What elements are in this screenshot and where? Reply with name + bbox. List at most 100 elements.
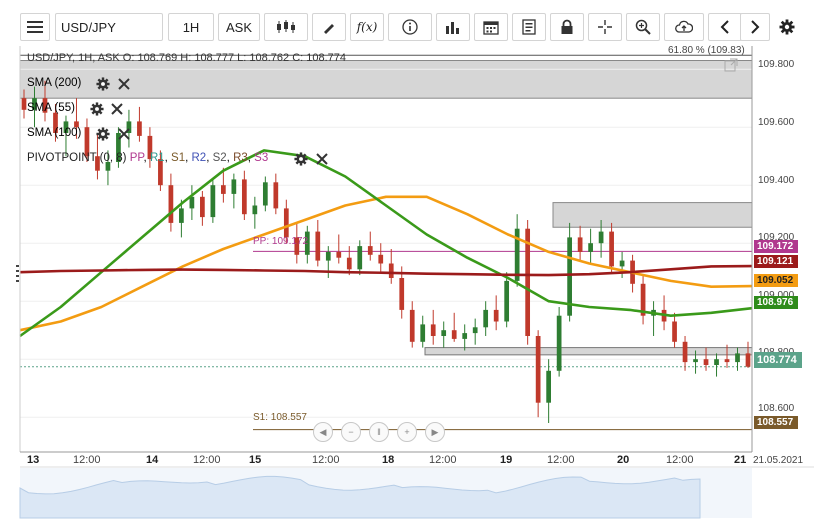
interval-select[interactable]: 1H — [168, 13, 214, 41]
drag-handle-bg — [16, 262, 19, 284]
candle-body — [441, 330, 447, 336]
zoom-in-button[interactable]: + — [397, 422, 417, 442]
symbol-input[interactable]: USD/JPY — [55, 13, 163, 41]
pivot-s2: S2 — [212, 152, 227, 164]
candle-body — [241, 179, 247, 215]
zoom-out-button[interactable]: − — [341, 422, 361, 442]
sma100-settings-gear-icon[interactable] — [96, 127, 110, 141]
candle-body — [325, 251, 331, 261]
x-tick-label: 21 — [734, 454, 747, 466]
candle-body — [252, 205, 258, 215]
fit-icon: ‖ — [377, 427, 381, 437]
candle-body — [682, 341, 688, 363]
sma200-legend[interactable]: SMA (200) — [27, 77, 82, 89]
scroll-left-button[interactable] — [708, 13, 742, 41]
sma55-line — [19, 149, 753, 338]
drag-handle-dot — [16, 280, 19, 282]
settings-button[interactable] — [772, 13, 802, 41]
candle-body — [357, 246, 363, 270]
x-tick-label: 12:00 — [547, 454, 575, 466]
current-date-label: 21.05.2021 — [753, 455, 804, 466]
expand-icon[interactable] — [724, 58, 738, 72]
nav-back-button[interactable]: ◀ — [313, 422, 333, 442]
sma100-legend[interactable]: SMA (100) — [27, 127, 82, 139]
candle-body — [493, 309, 499, 322]
triangle-right-icon: ▶ — [431, 426, 439, 437]
crosshair-button[interactable] — [588, 13, 622, 41]
x-tick-label: 15 — [249, 454, 262, 466]
sma200-remove-close-icon[interactable] — [118, 78, 130, 90]
draw-tool-button[interactable] — [312, 13, 346, 41]
pivot-settings-gear-icon[interactable] — [294, 152, 308, 166]
candle-body — [409, 309, 415, 342]
candle-body — [147, 135, 153, 160]
pivot-prefix: PIVOTPOINT (0, 8) — [27, 152, 127, 164]
sma55-settings-gear-icon[interactable] — [90, 102, 104, 116]
candle-body — [504, 280, 510, 322]
fx-label: f(x) — [356, 20, 378, 34]
candle-body — [336, 251, 342, 258]
indicators-button[interactable]: f(x) — [350, 13, 384, 41]
gear-icon — [779, 19, 795, 35]
resistance-zone — [19, 60, 753, 99]
candle-body — [189, 196, 195, 209]
sma200-line — [19, 264, 753, 277]
pivot-pp: PP — [129, 152, 144, 164]
lock-button[interactable] — [550, 13, 584, 41]
sma100-level-tag: 109.052 — [754, 274, 798, 287]
scroll-right-button[interactable] — [740, 13, 770, 41]
calendar-icon — [483, 21, 499, 35]
sma55-level-tag: 108.976 — [754, 296, 798, 309]
candle-body — [619, 260, 625, 267]
candle-body — [388, 263, 394, 278]
s1-level-tag: 108.557 — [754, 416, 798, 429]
sma55-legend[interactable]: SMA (55) — [27, 102, 75, 114]
candle-body — [367, 246, 373, 255]
x-tick-label: 12:00 — [666, 454, 694, 466]
crosshair-icon — [598, 20, 612, 34]
price-type-value: ASK — [225, 19, 252, 35]
volume-button[interactable] — [436, 13, 470, 41]
fit-button[interactable]: ‖ — [369, 422, 389, 442]
hamburger-icon — [27, 21, 43, 33]
candle-body — [703, 359, 709, 365]
zoom-button[interactable] — [626, 13, 660, 41]
x-tick-label: 20 — [617, 454, 630, 466]
pencil-icon — [324, 24, 334, 34]
chevron-right-icon — [751, 20, 760, 34]
candle-body — [472, 327, 478, 334]
candle-body — [168, 185, 174, 223]
drag-handle-dot — [16, 265, 19, 267]
pivot-s1: S1 — [171, 152, 186, 164]
candle-body — [514, 228, 520, 281]
pivotpoint-legend[interactable]: PIVOTPOINT (0, 8) PP, R1, S1, R2, S2, R3… — [27, 152, 269, 164]
sma55-remove-close-icon[interactable] — [111, 103, 123, 115]
candle-body — [304, 231, 310, 255]
pivot-r3: R3 — [233, 152, 248, 164]
upload-button[interactable] — [664, 13, 704, 41]
nav-forward-button[interactable]: ▶ — [425, 422, 445, 442]
magnifier-icon — [635, 19, 651, 35]
navigator-area — [19, 475, 701, 519]
price-chart[interactable] — [0, 44, 814, 520]
notes-button[interactable] — [512, 13, 546, 41]
candle-body — [535, 336, 541, 403]
candle-body — [200, 196, 205, 218]
chevron-left-icon — [720, 20, 729, 34]
pivot-r2: R2 — [191, 152, 207, 164]
candlestick-icon — [277, 20, 295, 33]
candle-body — [556, 315, 562, 371]
x-tick-label: 13 — [27, 454, 40, 466]
price-type-select[interactable]: ASK — [218, 13, 260, 41]
x-tick-label: 12:00 — [193, 454, 221, 466]
sma100-remove-close-icon[interactable] — [118, 128, 130, 140]
x-tick-label: 12:00 — [429, 454, 457, 466]
chart-type-button[interactable] — [264, 13, 308, 41]
calendar-button[interactable] — [474, 13, 508, 41]
info-button[interactable] — [388, 13, 432, 41]
candle-body — [640, 283, 646, 316]
sma200-settings-gear-icon[interactable] — [96, 77, 110, 91]
current-price-tag: 108.774 — [754, 352, 802, 368]
pivot-remove-close-icon[interactable] — [316, 153, 328, 165]
menu-button[interactable] — [20, 13, 50, 41]
